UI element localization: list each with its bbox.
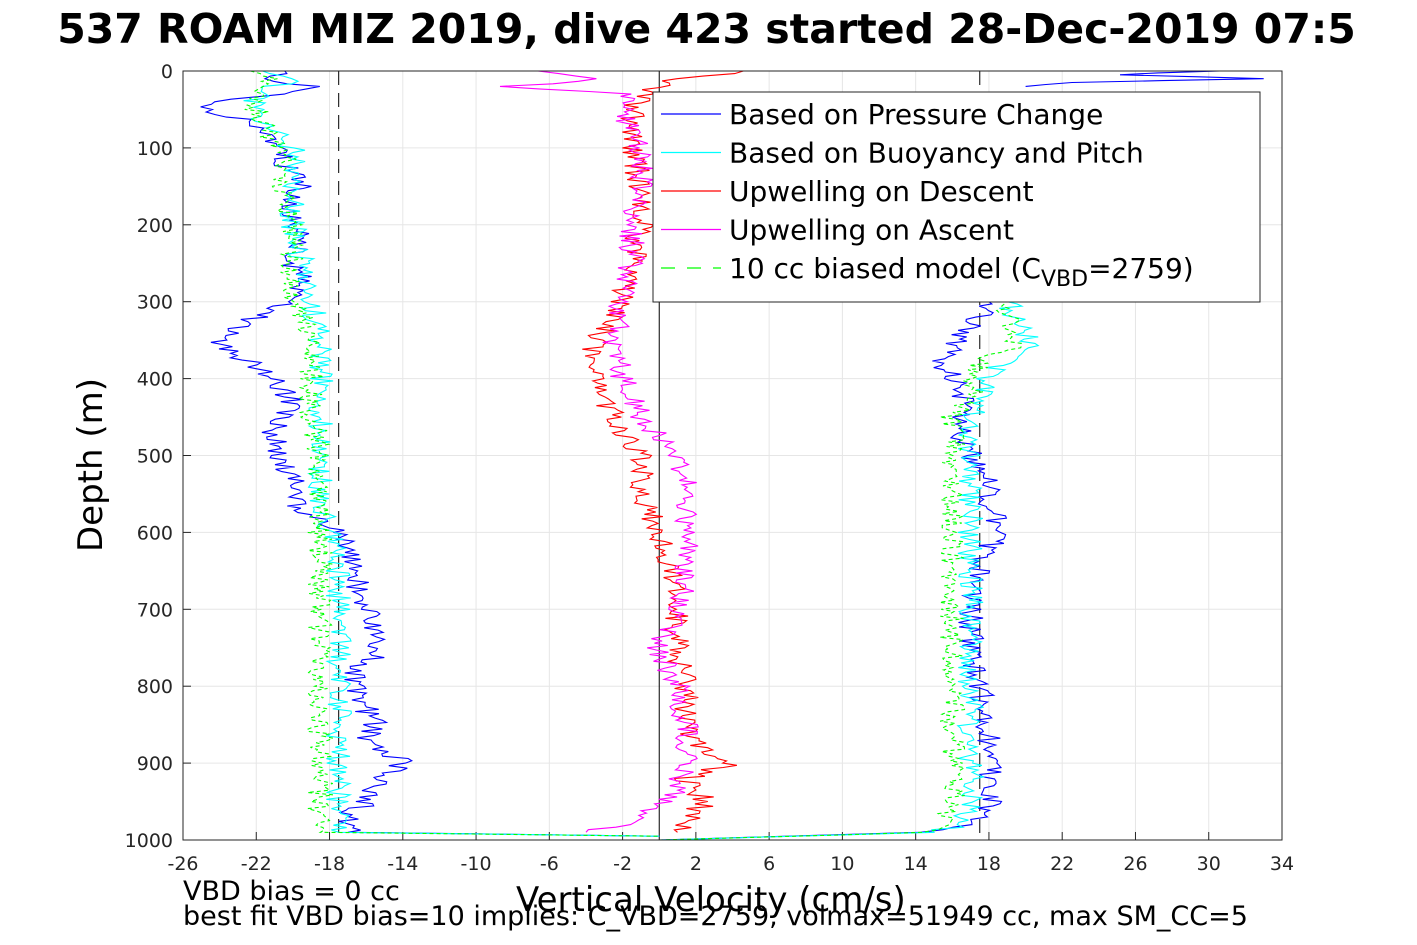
chart-title: 537 ROAM MIZ 2019, dive 423 started 28-D… [57, 6, 1356, 52]
x-tick-label: 30 [1197, 853, 1221, 875]
axes-box [182, 70, 1283, 841]
x-tick-label: 2 [690, 853, 702, 875]
x-tick-label: -14 [387, 853, 418, 875]
y-tick-label: 800 [137, 676, 173, 698]
footer-line-1: VBD bias = 0 cc [183, 876, 400, 907]
x-tick-label: 22 [1050, 853, 1074, 875]
x-tick-label: 10 [830, 853, 854, 875]
y-axis-label: Depth (m) [71, 377, 111, 552]
legend-label-suffix: =2759) [1088, 252, 1194, 285]
series-line [659, 301, 1040, 841]
y-tick-label: 900 [137, 753, 173, 775]
series-line [659, 301, 1008, 841]
legend-label-subscript: VBD [1041, 267, 1088, 292]
x-axis-label: Vertical Velocity (cm/s) [516, 880, 906, 920]
x-tick-label: -26 [167, 853, 198, 875]
x-tick-label: 6 [763, 853, 775, 875]
series-line [659, 301, 1023, 841]
y-tick-label: 600 [137, 522, 173, 544]
x-tick-label: -18 [314, 853, 345, 875]
legend-label: Upwelling on Ascent [729, 214, 1014, 247]
y-tick-label: 700 [137, 599, 173, 621]
x-tick-label: -22 [241, 853, 272, 875]
series-line [1025, 70, 1264, 87]
x-tick-label: 14 [904, 853, 928, 875]
y-tick-label: 500 [137, 446, 173, 468]
y-tick-label: 0 [161, 61, 173, 83]
y-axis-label-wrap: Depth (m) [71, 378, 112, 782]
series-line [244, 70, 660, 837]
y-tick-label: 1000 [125, 830, 173, 852]
legend: Based on Pressure Change Based on Buoyanc… [652, 91, 1261, 303]
y-tick-label: 100 [137, 138, 173, 160]
legend-label: Based on Pressure Change [729, 98, 1103, 131]
x-tick-label: 26 [1123, 853, 1147, 875]
footer-line-2: best fit VBD bias=10 implies: C_VBD=2759… [183, 901, 1248, 932]
x-tick-label: 34 [1270, 853, 1294, 875]
legend-box [652, 91, 1261, 303]
series-line [243, 70, 660, 837]
y-tick-label: 300 [137, 292, 173, 314]
y-tick-label: 200 [137, 215, 173, 237]
x-tick-label: -6 [540, 853, 559, 875]
series-line [499, 70, 699, 833]
legend-label: Upwelling on Descent [729, 175, 1034, 208]
x-tick-label: -2 [613, 853, 632, 875]
legend-label: Based on Buoyancy and Pitch [729, 137, 1144, 170]
series-line [200, 70, 660, 837]
x-tick-label: 18 [977, 853, 1001, 875]
x-tick-label: -10 [461, 853, 492, 875]
y-tick-label: 400 [137, 369, 173, 391]
